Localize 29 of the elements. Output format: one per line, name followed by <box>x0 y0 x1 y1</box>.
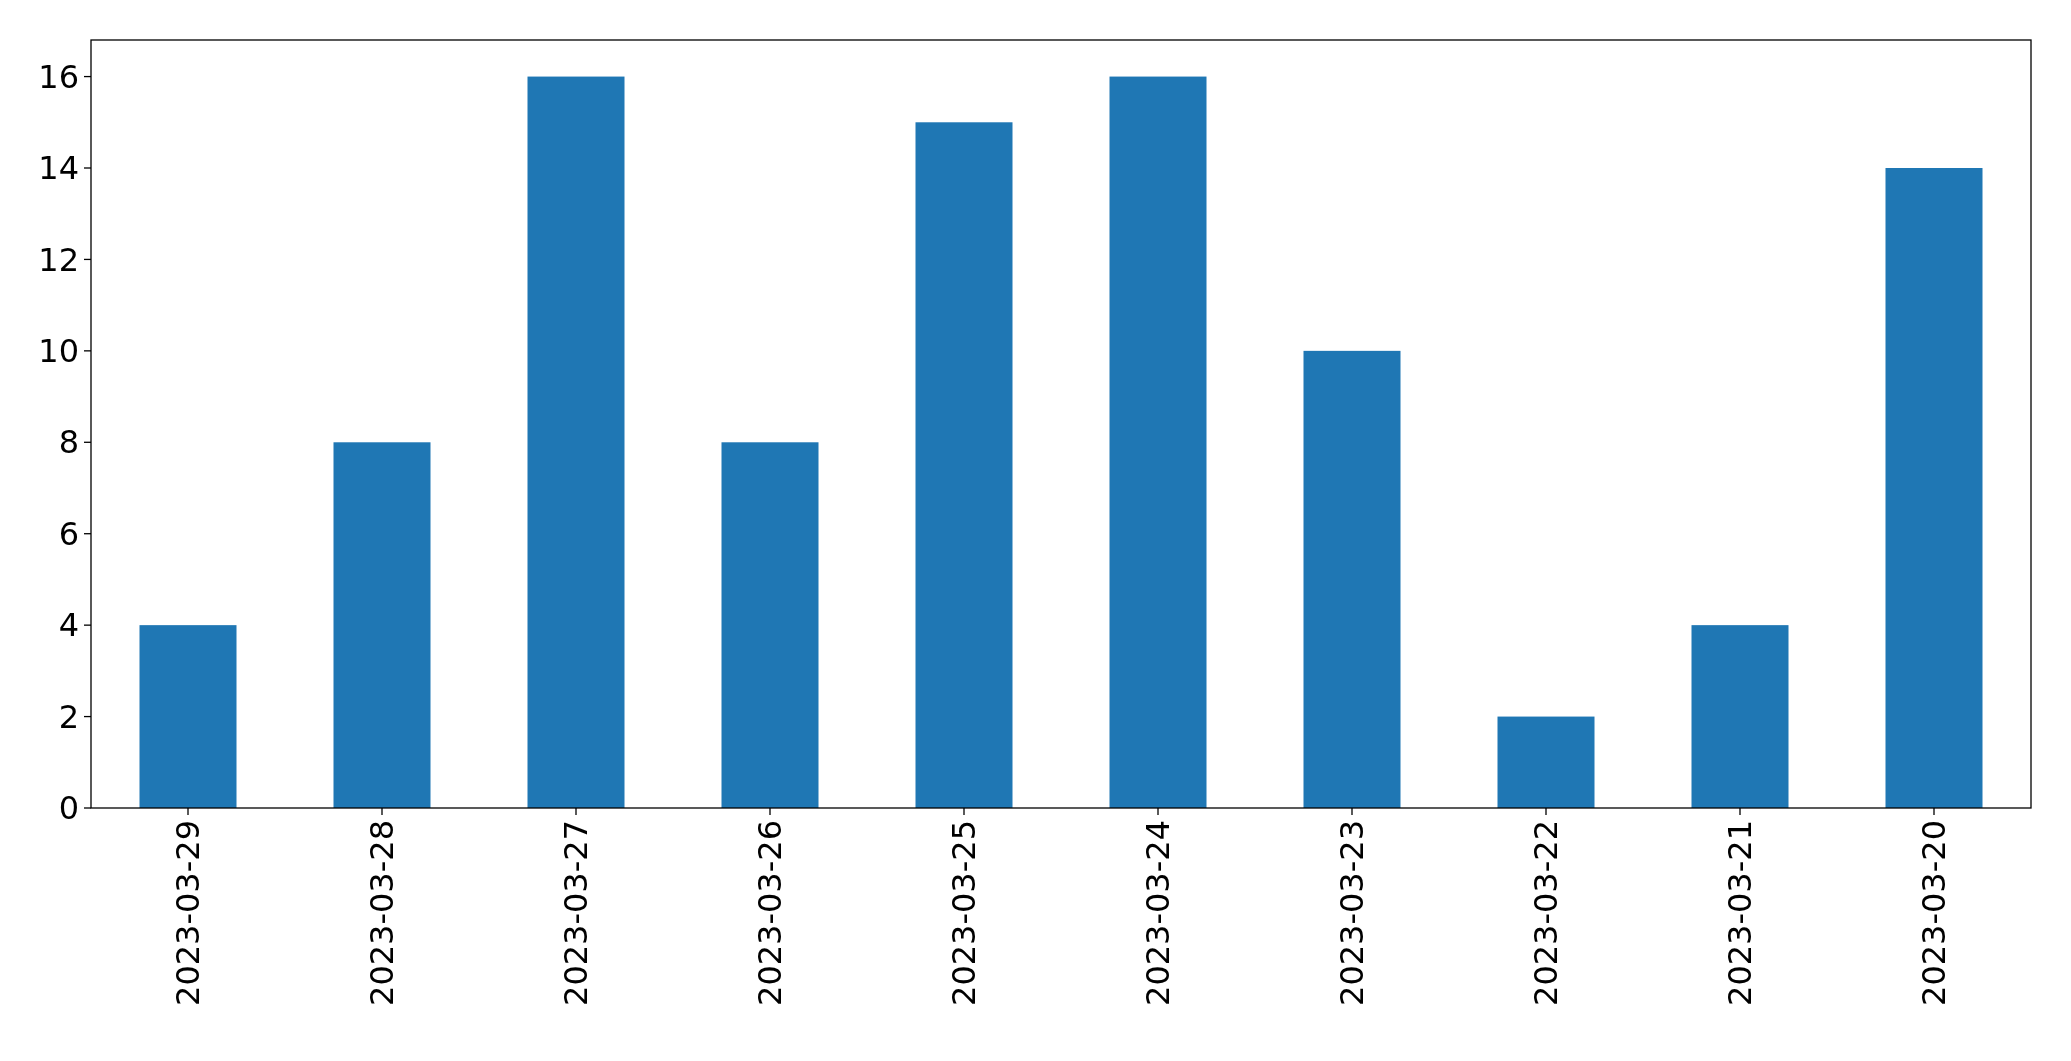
y-tick-label: 4 <box>58 606 79 645</box>
x-tick-label: 2023-03-29 <box>169 820 208 1006</box>
y-tick-label: 16 <box>38 57 79 96</box>
x-tick-label: 2023-03-22 <box>1527 820 1566 1006</box>
y-tick-label: 2 <box>58 697 79 736</box>
bar <box>1497 716 1595 808</box>
x-tick-label: 2023-03-20 <box>1915 820 1954 1006</box>
y-tick-label: 6 <box>58 514 79 553</box>
y-tick-label: 12 <box>38 240 79 279</box>
y-tick-label: 8 <box>58 423 79 462</box>
bar <box>1691 625 1789 808</box>
bar <box>915 122 1013 808</box>
bar <box>1885 168 1983 808</box>
x-tick-label: 2023-03-27 <box>557 820 596 1006</box>
y-tick-label: 10 <box>38 332 79 371</box>
x-tick-label: 2023-03-21 <box>1721 820 1760 1006</box>
y-tick-label: 14 <box>38 149 79 188</box>
bar <box>1303 350 1401 808</box>
bar <box>139 625 237 808</box>
y-tick-label: 0 <box>58 789 79 828</box>
bar <box>1109 76 1207 808</box>
bar <box>721 442 819 808</box>
bar <box>527 76 625 808</box>
x-tick-label: 2023-03-25 <box>945 820 984 1006</box>
x-tick-label: 2023-03-24 <box>1139 820 1178 1006</box>
x-tick-label: 2023-03-23 <box>1333 820 1372 1006</box>
x-tick-label: 2023-03-28 <box>363 820 402 1006</box>
bar <box>333 442 431 808</box>
x-tick-label: 2023-03-26 <box>751 820 790 1006</box>
